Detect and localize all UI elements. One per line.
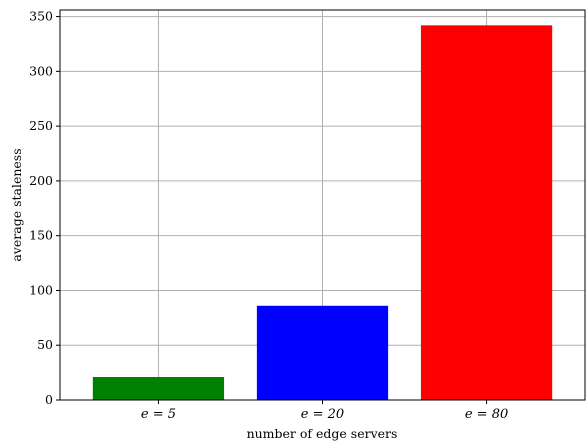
- bar-2: [256, 305, 389, 400]
- y-axis-label: average staleness: [9, 148, 24, 261]
- y-tick-label: 300: [29, 63, 53, 78]
- y-axis-ticks: 0 50 100 150 200 250 300 350: [29, 9, 60, 407]
- y-tick-label: 150: [29, 228, 53, 243]
- x-tick-label: e = 20: [301, 407, 344, 422]
- bar-1: [92, 376, 225, 400]
- y-tick-label: 250: [29, 118, 53, 133]
- x-axis-ticks: e = 5 e = 20 e = 80: [141, 400, 508, 422]
- y-tick-label: 350: [29, 9, 53, 24]
- y-tick-label: 0: [45, 392, 53, 407]
- y-tick-label: 100: [29, 282, 53, 297]
- x-tick-label: e = 5: [141, 407, 176, 422]
- x-tick-label: e = 80: [465, 407, 508, 422]
- y-tick-label: 50: [37, 337, 53, 352]
- y-tick-label: 200: [29, 173, 53, 188]
- bar-3: [420, 25, 553, 401]
- bars: [92, 25, 553, 401]
- x-axis-label: number of edge servers: [247, 426, 398, 441]
